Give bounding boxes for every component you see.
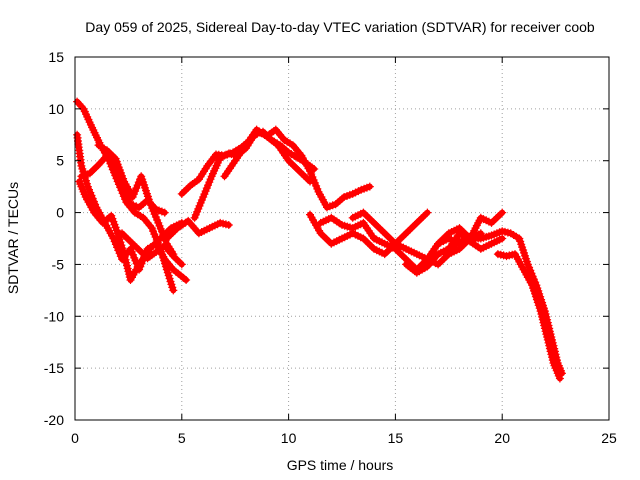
series-track-5: [94, 141, 178, 259]
y-tick-label: -10: [44, 308, 64, 324]
data-point: [423, 208, 432, 217]
data-marks: [73, 97, 566, 383]
y-ticks: -20 -15 -10 -5 0 5 10 15: [44, 49, 609, 428]
y-tick-label: 0: [56, 205, 64, 221]
x-tick-label: 25: [601, 430, 617, 446]
x-tick-label: 15: [388, 430, 404, 446]
data-point: [498, 208, 507, 217]
data-point: [160, 208, 169, 217]
y-tick-label: 10: [48, 101, 64, 117]
series-track-7: [162, 216, 233, 243]
data-point: [177, 260, 186, 269]
series-track-6: [118, 229, 186, 269]
y-tick-label: -5: [52, 256, 65, 272]
series-track-11: [306, 208, 432, 259]
x-axis-label: GPS time / hours: [287, 457, 394, 473]
y-tick-label: -15: [44, 360, 64, 376]
y-tick-label: -20: [44, 412, 64, 428]
y-tick-label: 15: [48, 49, 64, 65]
series-track-8: [177, 125, 374, 212]
data-point: [498, 234, 507, 243]
y-tick-label: 5: [56, 153, 64, 169]
x-ticks: 0 5 10 15 20 25: [71, 57, 617, 446]
data-point: [306, 177, 314, 186]
data-point: [555, 374, 564, 383]
data-point: [169, 286, 178, 295]
series-track-17: [493, 250, 564, 383]
y-axis-label: SDTVAR / TECUs: [5, 182, 21, 294]
series-track-10: [220, 125, 314, 186]
plot-frame: [74, 56, 610, 421]
data-point: [365, 182, 374, 191]
data-point: [182, 276, 191, 284]
data-point: [310, 165, 319, 173]
data-point: [224, 221, 233, 229]
x-tick-label: 10: [281, 430, 297, 446]
chart-title: Day 059 of 2025, Sidereal Day-to-day VTE…: [85, 19, 595, 35]
x-tick-label: 0: [71, 430, 79, 446]
x-tick-label: 20: [494, 430, 510, 446]
x-tick-label: 5: [178, 430, 186, 446]
